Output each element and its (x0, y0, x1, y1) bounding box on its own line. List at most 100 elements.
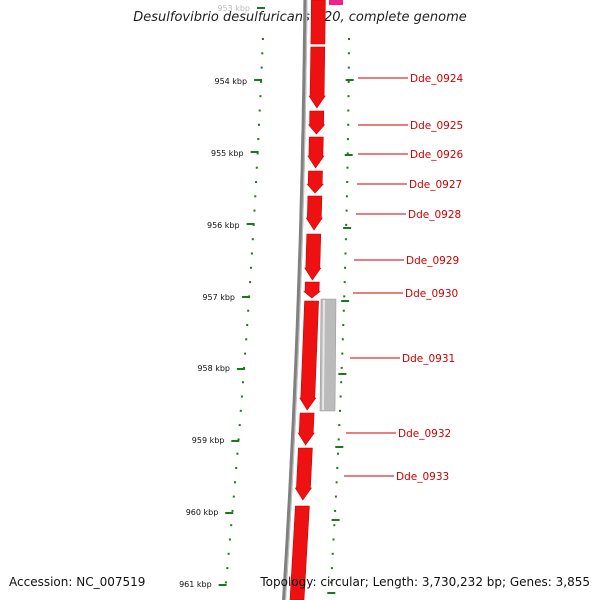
minor-tick (337, 438, 340, 441)
minor-tick (336, 467, 339, 469)
minor-tick (339, 395, 342, 398)
gene-label: Dde_0925 (410, 120, 463, 132)
minor-tick (245, 338, 248, 341)
major-tick (345, 79, 354, 81)
minor-tick (256, 152, 259, 155)
accession-text: Accession: NC_007519 (9, 575, 146, 589)
gene-label: Dde_0933 (396, 471, 449, 483)
gene-label: Dde_0932 (398, 428, 451, 440)
major-tick (218, 584, 227, 586)
minor-tick (246, 324, 249, 326)
backbone-line (282, 0, 308, 600)
minor-tick (345, 223, 348, 226)
minor-tick (337, 452, 339, 455)
minor-tick (258, 109, 261, 112)
minor-tick (347, 95, 350, 98)
minor-tick (346, 152, 349, 155)
minor-tick (226, 567, 229, 570)
minor-tick (347, 80, 350, 83)
minor-tick (346, 181, 349, 183)
minor-tick (340, 381, 343, 384)
gene-label: Dde_0928 (408, 209, 461, 221)
minor-tick (342, 324, 345, 326)
gene-arrow (304, 233, 322, 281)
minor-tick (237, 438, 240, 441)
minor-tick (247, 309, 250, 312)
gene-grey-highlight (322, 299, 325, 411)
minor-tick (338, 424, 341, 427)
minor-tick (345, 209, 348, 212)
gene-arrow (303, 281, 321, 299)
major-tick (327, 592, 336, 594)
minor-tick (260, 80, 263, 83)
minor-tick (332, 538, 335, 541)
minor-tick (347, 66, 350, 69)
minor-tick (330, 581, 332, 584)
major-tick (331, 519, 340, 521)
minor-tick (334, 509, 337, 512)
minor-tick (255, 181, 258, 183)
major-tick (341, 300, 350, 302)
major-tick (344, 154, 353, 156)
major-tick (246, 223, 255, 225)
minor-tick (345, 195, 348, 198)
gene-label: Dde_0926 (410, 149, 464, 161)
minor-tick (253, 209, 256, 212)
minor-tick (254, 195, 257, 198)
genome-title: Desulfovibrio desulfuricans G20, complet… (133, 10, 467, 25)
minor-tick (250, 266, 252, 269)
backbone-highlight (284, 0, 308, 600)
minor-tick (331, 552, 334, 555)
minor-tick (231, 509, 234, 512)
minor-tick (259, 95, 262, 98)
gene-arrow (299, 300, 319, 411)
gene-arrow (307, 110, 326, 135)
minor-tick (348, 38, 350, 40)
position-label: 961 kbp (179, 580, 212, 589)
minor-tick (341, 338, 344, 341)
minor-tick (335, 481, 338, 484)
minor-tick (343, 295, 346, 298)
minor-tick (344, 238, 347, 241)
minor-tick (344, 266, 347, 269)
minor-tick (261, 52, 264, 55)
minor-tick (346, 138, 349, 141)
major-tick (236, 368, 245, 370)
minor-tick (343, 281, 346, 284)
minor-tick (249, 281, 252, 284)
position-ticks-right (327, 38, 354, 594)
minor-tick (341, 352, 344, 355)
minor-tick (235, 467, 238, 469)
gene-arrow (310, 0, 326, 45)
minor-tick (340, 366, 343, 369)
minor-tick (347, 109, 350, 112)
major-tick (257, 7, 265, 9)
gene-label: Dde_0924 (410, 73, 464, 85)
minor-tick (250, 252, 253, 255)
gene-arrow (305, 195, 323, 231)
minor-tick (260, 66, 263, 69)
gene-labels: Dde_0924 Dde_0925 Dde_0926 Dde_0927 Dde_0928… (344, 73, 464, 483)
position-label: 960 kbp (186, 508, 219, 517)
major-tick (343, 227, 352, 229)
minor-tick (339, 409, 341, 412)
minor-tick (234, 481, 236, 484)
minor-tick (244, 352, 247, 355)
gene-track (289, 0, 343, 600)
minor-tick (242, 381, 244, 384)
major-tick (254, 79, 263, 81)
gene-arrow (308, 46, 326, 109)
minor-tick (243, 366, 246, 369)
major-tick (250, 151, 259, 153)
minor-tick (261, 38, 264, 40)
gene-arrow (294, 447, 313, 501)
major-tick (338, 373, 347, 375)
major-tick (242, 296, 250, 298)
minor-tick (239, 409, 242, 412)
minor-tick (258, 123, 260, 126)
position-ticks-left (218, 7, 265, 586)
major-tick (225, 512, 234, 514)
minor-tick (334, 495, 337, 498)
